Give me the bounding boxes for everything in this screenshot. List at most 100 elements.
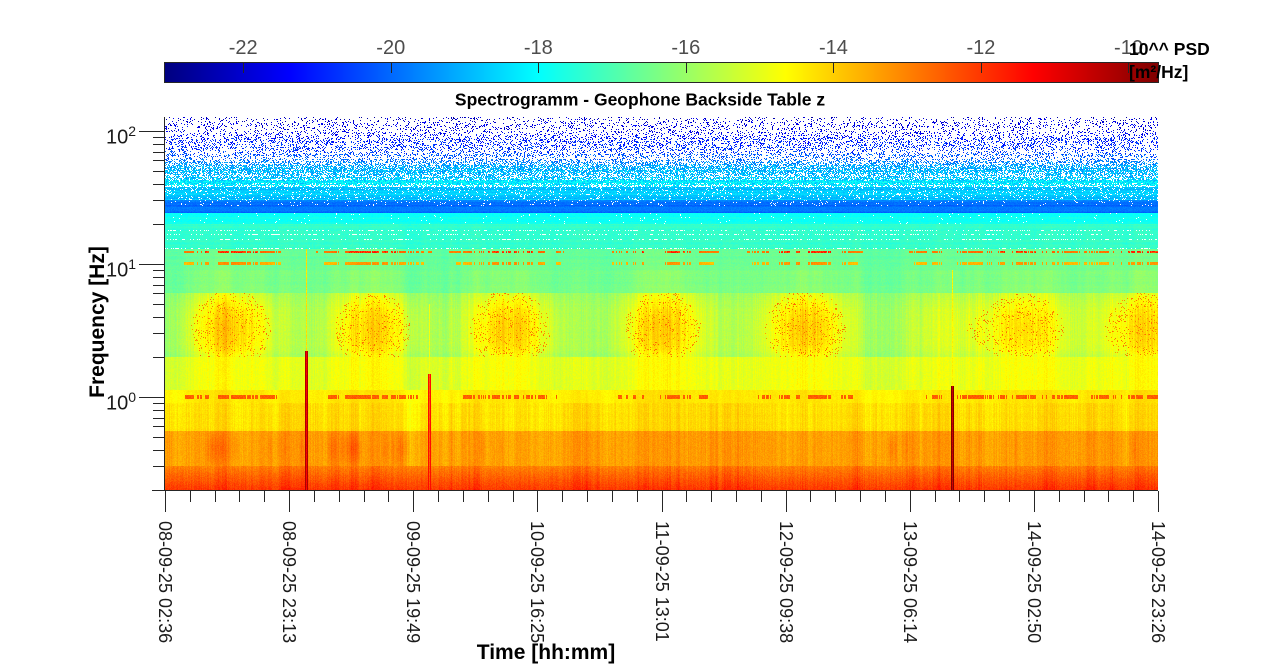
y-axis-label: Frequency [Hz] <box>86 246 109 398</box>
x-tick-minor <box>214 491 216 502</box>
x-tick-label: 14-09-25 23:26 <box>1148 521 1168 644</box>
x-tick-minor <box>611 491 613 502</box>
colorbar-tick-mark <box>538 63 540 73</box>
x-tick-minor <box>959 491 961 502</box>
x-tick-major <box>1033 491 1035 512</box>
x-tick-label: 08-09-25 02:36 <box>155 521 175 644</box>
x-tick-major <box>785 491 787 512</box>
colorbar-tick-mark <box>243 63 245 73</box>
x-tick-minor <box>1083 491 1085 502</box>
x-tick-minor <box>735 491 737 502</box>
y-tick-minor <box>153 403 165 404</box>
x-axis-label: Time [hh:mm] <box>476 641 616 664</box>
y-tick-minor <box>153 333 165 335</box>
x-tick-label: 13-09-25 06:14 <box>899 521 920 644</box>
x-tick-label: 08-09-25 23:13 <box>279 521 300 644</box>
x-tick-minor <box>438 491 440 502</box>
x-tick-minor <box>388 491 390 502</box>
colorbar-gradient <box>164 62 1159 83</box>
colorbar-tick-label: -20 <box>376 37 406 59</box>
x-tick-minor <box>264 491 266 502</box>
x-tick-minor <box>760 491 762 502</box>
colorbar-tick-label: -10 <box>1114 37 1143 59</box>
y-tick-major <box>139 396 165 398</box>
y-tick-minor <box>153 316 165 318</box>
y-tick-label: 100 <box>105 388 136 415</box>
x-axis-line <box>152 490 1158 491</box>
x-tick-minor <box>1133 491 1135 502</box>
x-tick-minor <box>487 491 489 502</box>
x-tick-major <box>165 491 166 512</box>
x-tick-minor <box>363 491 365 502</box>
colorbar-tick-label: -12 <box>966 37 996 59</box>
y-tick-minor <box>153 284 165 286</box>
x-tick-minor <box>562 491 564 502</box>
y-tick-minor <box>153 276 165 278</box>
x-tick-minor <box>711 491 713 502</box>
y-tick-minor <box>153 270 165 272</box>
plot-title: Spectrogramm - Geophone Backside Table z <box>454 89 826 110</box>
x-tick-minor <box>934 491 936 502</box>
colorbar-tick-label: -18 <box>523 37 553 59</box>
colorbar-tick-mark <box>1128 63 1130 73</box>
colorbar-tick-label: -16 <box>671 37 701 59</box>
colorbar-unit-label: 10^^ PSD [m²/Hz] <box>1129 38 1210 84</box>
x-tick-minor <box>636 491 638 502</box>
y-tick-minor <box>153 417 165 419</box>
colorbar-unit-line1: 10^^ PSD <box>1129 39 1210 59</box>
x-tick-minor <box>587 491 589 502</box>
y-tick-minor <box>153 356 165 358</box>
x-tick-minor <box>338 491 340 502</box>
colorbar-tick-mark <box>685 63 687 73</box>
y-tick-major <box>139 263 165 265</box>
x-tick-minor <box>1108 491 1110 502</box>
colorbar-tick-mark <box>980 63 982 73</box>
x-tick-minor <box>512 491 514 502</box>
x-tick-major <box>413 491 415 512</box>
x-tick-major <box>661 491 663 512</box>
y-tick-major <box>139 130 165 132</box>
x-tick-minor <box>984 491 986 502</box>
y-tick-minor <box>153 436 165 438</box>
y-tick-minor <box>153 303 165 305</box>
x-tick-label: 11-09-25 13:01 <box>651 521 672 642</box>
x-tick-minor <box>810 491 812 502</box>
y-tick-minor <box>153 223 165 225</box>
y-tick-minor <box>153 170 165 172</box>
x-tick-major <box>289 491 291 512</box>
y-tick-minor <box>153 160 165 162</box>
colorbar-tick-mark <box>833 63 835 73</box>
x-tick-major <box>1158 491 1159 512</box>
y-tick-minor <box>153 409 165 411</box>
x-tick-minor <box>239 491 241 502</box>
y-tick-minor <box>153 137 165 139</box>
y-tick-minor <box>153 293 165 295</box>
y-tick-minor <box>153 449 165 451</box>
y-tick-minor <box>153 151 165 153</box>
x-tick-minor <box>1058 491 1060 502</box>
colorbar-unit-line2: [m²/Hz] <box>1129 62 1189 82</box>
x-tick-minor <box>189 491 191 502</box>
y-tick-label: 101 <box>105 255 136 282</box>
y-tick-minor <box>153 466 165 468</box>
y-tick-minor <box>153 143 165 145</box>
x-tick-minor <box>462 491 464 502</box>
colorbar-tick-mark <box>390 63 392 73</box>
x-tick-minor <box>835 491 837 502</box>
x-tick-major <box>537 491 539 512</box>
y-tick-label: 102 <box>105 122 136 149</box>
x-tick-label: 09-09-25 19:49 <box>403 521 424 644</box>
x-tick-label: 12-09-25 09:38 <box>775 521 796 644</box>
x-tick-minor <box>686 491 688 502</box>
x-tick-minor <box>860 491 862 502</box>
spectrogram-canvas <box>165 117 1158 490</box>
x-tick-minor <box>313 491 315 502</box>
x-tick-label: 10-09-25 16:25 <box>527 521 548 644</box>
x-tick-label: 14-09-25 02:50 <box>1023 521 1044 644</box>
y-tick-minor <box>153 200 165 202</box>
colorbar-tick-label: -22 <box>228 37 258 59</box>
y-tick-minor <box>153 426 165 428</box>
x-tick-major <box>909 491 911 512</box>
colorbar-tick-label: -14 <box>818 37 848 59</box>
